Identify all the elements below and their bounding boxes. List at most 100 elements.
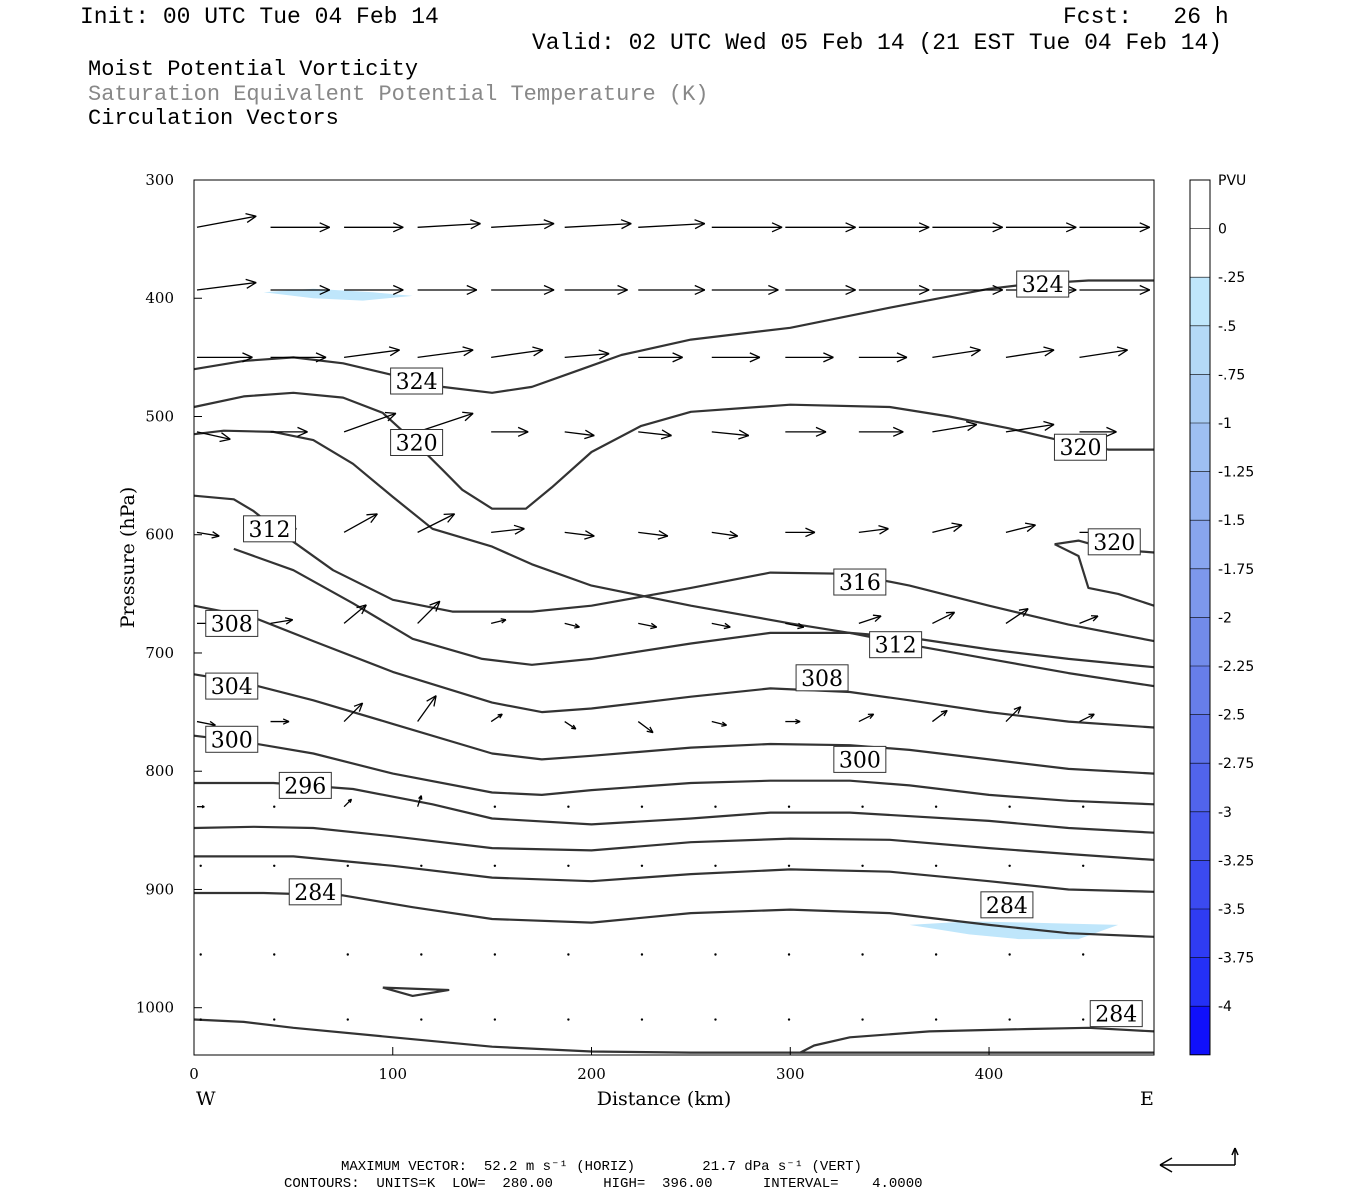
vector-arrowhead <box>447 513 456 523</box>
axes-layer: 0 100 200 300 400 300 400 500 600 700 800 900 1000 Di… <box>117 171 1154 1110</box>
circulation-vector <box>343 604 367 624</box>
vector-arrowhead <box>728 535 738 540</box>
circulation-vector <box>564 721 577 730</box>
x-tick-label: 100 <box>378 1065 407 1083</box>
vector-arrowhead <box>768 284 779 291</box>
y-tick-label: 900 <box>145 880 174 898</box>
vector-arrowhead <box>721 724 727 727</box>
vector-dot <box>346 1018 349 1021</box>
theta-contour-316b <box>193 494 1155 643</box>
vector-arrowhead <box>285 619 294 625</box>
vector-dot <box>493 805 497 808</box>
theta-contour-312 <box>233 547 1155 669</box>
vector-arrowhead <box>463 349 474 357</box>
colorbar-swatch <box>1190 374 1210 423</box>
colorbar-label: -3.25 <box>1218 853 1254 869</box>
vector-arrowhead <box>532 346 544 351</box>
vector-arrowhead <box>749 356 761 363</box>
contour-label-box <box>390 429 444 456</box>
vector-arrowhead <box>366 513 378 516</box>
vector-arrowhead <box>245 278 257 284</box>
vector-dot <box>640 864 644 868</box>
vector-dot <box>420 953 423 956</box>
vector-arrowhead <box>694 223 706 230</box>
colorbar-label: -4 <box>1218 999 1232 1015</box>
colorbar-label: -.5 <box>1218 319 1236 335</box>
vector-arrowhead <box>845 222 856 228</box>
circulation-vector <box>858 713 874 723</box>
colorbar-label: -2 <box>1218 610 1232 626</box>
vector-dot <box>273 805 276 808</box>
vector-arrowhead <box>1116 346 1128 351</box>
vector-dot <box>1081 1018 1085 1021</box>
vector-arrowhead <box>617 289 628 296</box>
vector-arrowhead <box>585 429 595 437</box>
vector-arrowhead <box>543 219 555 225</box>
circulation-vector <box>343 412 397 433</box>
contour-label-box <box>980 891 1034 919</box>
vector-arrowhead <box>845 284 856 291</box>
contour-label: 296 <box>284 774 326 799</box>
circulation-vector <box>196 431 231 440</box>
vector-dot <box>787 864 791 868</box>
vector-arrowhead <box>953 524 963 533</box>
contour-label: 284 <box>986 894 1028 919</box>
theta-contour-320c <box>1054 543 1155 607</box>
circulation-vector <box>343 702 364 723</box>
circulation-vector <box>490 713 503 723</box>
circulation-vector <box>1005 608 1029 624</box>
theta-contour-304 <box>193 673 1155 775</box>
vector-arrowhead <box>658 530 669 537</box>
vector-arrowhead <box>1139 284 1151 291</box>
vector-arrowhead <box>543 284 555 291</box>
circulation-vector <box>932 709 948 723</box>
vector-dot <box>934 953 938 956</box>
colorbar-label: -2.5 <box>1218 708 1245 724</box>
init-time: Init: 00 UTC Tue 04 Feb 14 <box>80 4 439 30</box>
colorbar-label: -1.75 <box>1218 562 1254 578</box>
max-vector-note: MAXIMUM VECTOR: 52.2 m s⁻¹ (HORIZ) 21.7 … <box>341 1159 862 1175</box>
circulation-vector <box>932 524 963 533</box>
reference-vector <box>1159 1147 1239 1173</box>
vector-arrowhead <box>805 531 816 538</box>
vector-dot <box>787 953 791 956</box>
vector-arrowhead <box>201 806 205 809</box>
vector-arrowhead <box>574 623 580 628</box>
circulation-vector <box>343 798 352 808</box>
vector-arrowhead <box>242 356 253 363</box>
contour-label-box <box>205 609 259 637</box>
field-title-vectors: Circulation Vectors <box>88 106 339 131</box>
contour-label-box <box>278 771 332 799</box>
circulation-vector <box>1079 349 1128 359</box>
vector-arrowhead <box>470 219 481 225</box>
vector-dot <box>493 953 497 956</box>
contour-label: 300 <box>211 728 253 753</box>
circulation-vector <box>638 531 668 537</box>
colorbar-swatch <box>1190 909 1210 958</box>
contour-label-box <box>1053 433 1107 461</box>
vector-arrowhead <box>940 709 948 713</box>
vector-arrowhead <box>943 710 948 717</box>
colorbar-label: -3 <box>1218 805 1232 821</box>
vector-arrowhead <box>823 356 834 363</box>
colorbar-swatch <box>1190 471 1210 521</box>
vector-arrowhead <box>649 726 654 733</box>
vector-dot <box>861 864 864 868</box>
vector-arrowhead <box>892 431 904 437</box>
vector-dot <box>1008 953 1011 956</box>
vector-arrowhead <box>918 284 930 291</box>
colorbar-swatch <box>1190 666 1210 715</box>
vector-dot <box>567 864 570 868</box>
contour-label: 324 <box>396 370 438 395</box>
vector-arrowhead <box>1139 226 1151 233</box>
colorbar-label: -.25 <box>1218 270 1245 286</box>
vector-dot <box>640 953 644 956</box>
x-tick-label: 400 <box>975 1065 1004 1083</box>
circulation-vector-layer <box>196 213 1151 1021</box>
contour-label-box <box>390 367 444 395</box>
theta-contour-308 <box>193 604 1155 729</box>
colorbar-swatch <box>1190 228 1210 278</box>
circulation-vector <box>711 720 727 726</box>
contour-label: 320 <box>1059 436 1101 461</box>
colorbar-swatch <box>1190 617 1210 666</box>
